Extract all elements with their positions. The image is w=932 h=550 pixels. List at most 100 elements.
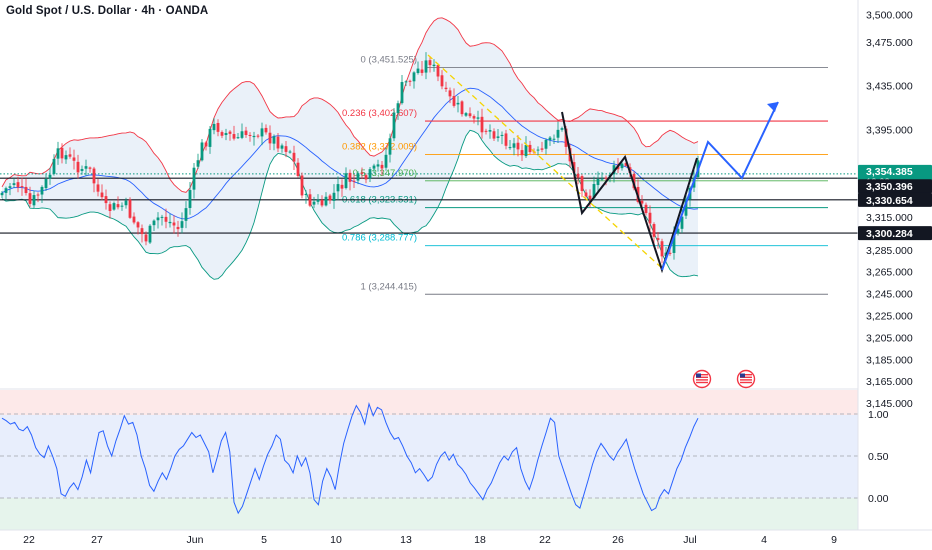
candle-body bbox=[624, 162, 628, 166]
candle-body bbox=[580, 176, 584, 192]
zigzag-pattern bbox=[561, 111, 698, 274]
candle-body bbox=[168, 221, 172, 224]
candle-body bbox=[324, 196, 328, 206]
time-axis-label: 10 bbox=[330, 534, 342, 546]
candle-body bbox=[152, 220, 156, 226]
candle-body bbox=[372, 165, 376, 169]
candle-body bbox=[56, 148, 60, 159]
candle-body bbox=[444, 87, 448, 90]
candle-body bbox=[584, 192, 588, 197]
us-flag-icon[interactable] bbox=[692, 369, 712, 389]
candle-body bbox=[600, 178, 604, 180]
candle-body bbox=[448, 90, 452, 97]
price-tick-label: 3,245.000 bbox=[866, 289, 913, 301]
candle-body bbox=[364, 175, 368, 180]
candle-body bbox=[476, 117, 480, 119]
candle-body bbox=[564, 128, 568, 147]
price-tick-label: 3,285.000 bbox=[866, 245, 913, 257]
oscillator-line bbox=[1, 402, 699, 515]
us-flag-ring bbox=[692, 369, 712, 389]
candle-body bbox=[680, 216, 684, 229]
candle-body bbox=[200, 142, 204, 161]
candle-body bbox=[108, 204, 112, 211]
candle-body bbox=[520, 150, 524, 156]
candle-body bbox=[176, 226, 180, 230]
price-tag[interactable]: 3,300.284 bbox=[858, 226, 932, 241]
candle-body bbox=[96, 184, 100, 192]
bollinger-upper bbox=[1, 17, 699, 193]
candle-body bbox=[116, 204, 120, 208]
candle-body bbox=[412, 72, 416, 82]
candle-body bbox=[228, 131, 232, 134]
candle-body bbox=[480, 116, 484, 133]
candle-body bbox=[336, 184, 340, 192]
candle-body bbox=[300, 175, 304, 196]
candle-body bbox=[500, 134, 504, 136]
candle-body bbox=[496, 136, 500, 138]
us-flag-icon[interactable] bbox=[736, 369, 756, 389]
candle-body bbox=[432, 64, 436, 67]
candle-body bbox=[260, 128, 264, 137]
candle-body bbox=[144, 234, 148, 242]
us-flag-stripe bbox=[740, 379, 752, 381]
candle-body bbox=[40, 186, 44, 195]
time-axis-label: 26 bbox=[612, 534, 624, 546]
candle-body bbox=[268, 132, 272, 144]
candle-body bbox=[400, 82, 404, 104]
candle-body bbox=[660, 241, 664, 257]
price-tick-label: 3,315.000 bbox=[866, 212, 913, 224]
overbought-zone bbox=[0, 390, 858, 415]
candle-body bbox=[596, 179, 600, 186]
price-tag-bg bbox=[858, 179, 932, 194]
candle-body bbox=[404, 81, 408, 83]
fib-label-0.382: 0.382 (3,372.009) bbox=[342, 142, 417, 153]
us-flag-canton bbox=[696, 373, 701, 378]
candle-body bbox=[416, 68, 420, 74]
candle-body bbox=[216, 122, 220, 132]
candle-body bbox=[248, 134, 252, 136]
price-tick-label: 3,205.000 bbox=[866, 332, 913, 344]
candle-body bbox=[632, 173, 636, 189]
candle-body bbox=[80, 169, 84, 171]
candle-body bbox=[88, 167, 92, 169]
candle-body bbox=[184, 208, 188, 221]
oversold-zone bbox=[0, 498, 858, 530]
candle-body bbox=[128, 199, 132, 218]
candle-body bbox=[384, 154, 388, 168]
time-axis-label: Jul bbox=[683, 534, 696, 546]
candle-body bbox=[388, 138, 392, 155]
candle-body bbox=[148, 225, 152, 243]
us-flag-stripe bbox=[696, 379, 708, 381]
price-tag-text: 3,330.654 bbox=[866, 195, 913, 207]
candle-body bbox=[492, 131, 496, 139]
candle-body bbox=[84, 166, 88, 169]
us-flag-stripe bbox=[696, 381, 708, 384]
candle-body bbox=[560, 128, 564, 130]
candle-body bbox=[640, 200, 644, 204]
price-tag[interactable]: 3,330.654 bbox=[858, 192, 932, 207]
candle-body bbox=[136, 222, 140, 228]
candle-body bbox=[4, 188, 8, 193]
candle-body bbox=[196, 160, 200, 167]
price-tick-label: 3,145.000 bbox=[866, 398, 913, 410]
candle-body bbox=[180, 221, 184, 228]
candle-body bbox=[464, 113, 468, 116]
candle-body bbox=[456, 102, 460, 105]
candle-body bbox=[524, 145, 528, 157]
candle-body bbox=[504, 133, 508, 146]
candle-body bbox=[120, 205, 124, 207]
candle-body bbox=[428, 60, 432, 66]
candle-body bbox=[392, 112, 396, 139]
fib-label-0.786: 0.786 (3,288.777) bbox=[342, 233, 417, 244]
candle-body bbox=[64, 155, 68, 160]
price-tag[interactable]: 3,350.396 bbox=[858, 179, 932, 194]
candle-body bbox=[296, 162, 300, 176]
candle-body bbox=[528, 144, 532, 153]
candle-body bbox=[68, 154, 72, 157]
candle-body bbox=[420, 69, 424, 73]
candle-body bbox=[320, 200, 324, 206]
candle-body bbox=[536, 149, 540, 151]
us-flag-ring bbox=[736, 369, 756, 389]
candle-body bbox=[48, 174, 52, 179]
